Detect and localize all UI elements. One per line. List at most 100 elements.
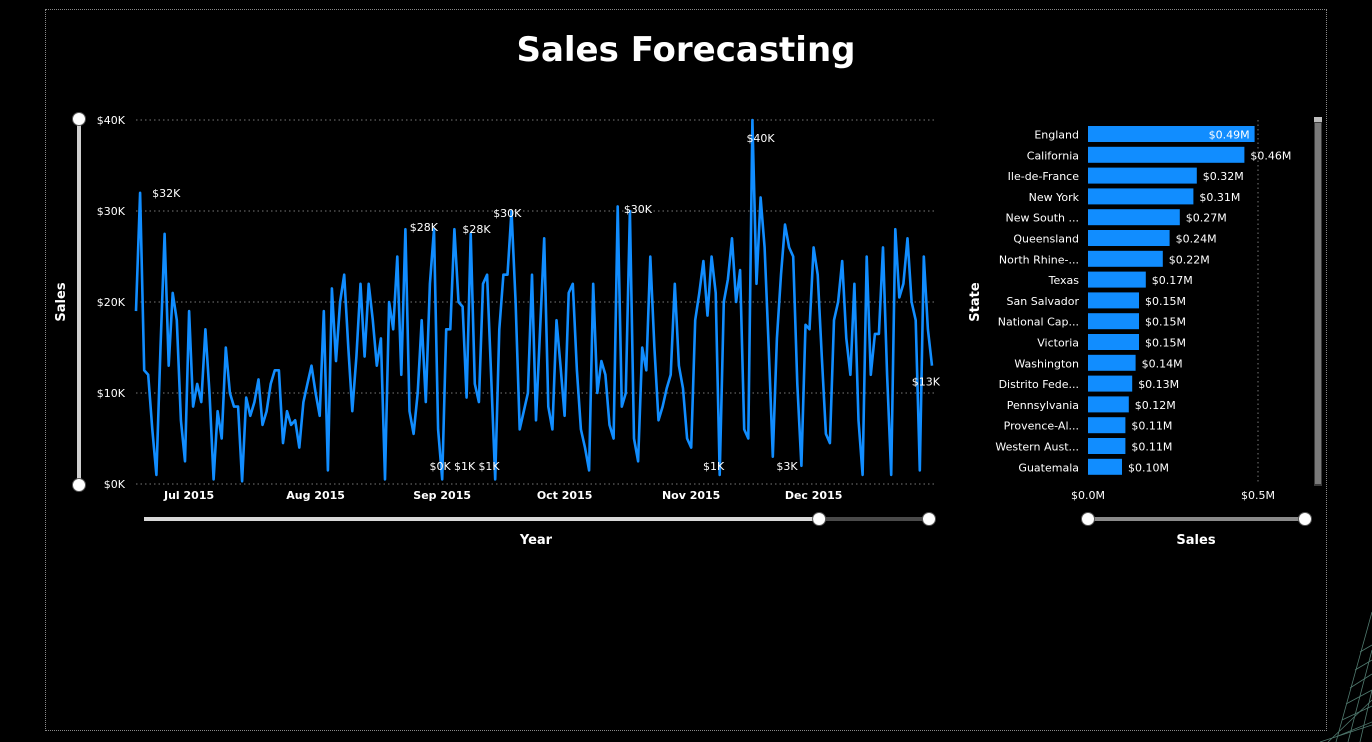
line-gridlines <box>136 119 935 485</box>
category-label: England <box>1034 129 1079 142</box>
bar[interactable] <box>1088 146 1245 163</box>
page-title: Sales Forecasting <box>516 30 856 70</box>
bar[interactable] <box>1088 438 1126 454</box>
bar-value-label: $0.32M <box>1203 170 1244 183</box>
bar[interactable] <box>1088 292 1139 309</box>
bar[interactable] <box>1088 354 1136 371</box>
x-tick-label: Nov 2015 <box>662 489 720 502</box>
y-slider-top-handle[interactable] <box>72 112 86 126</box>
line-data-label: $13K <box>912 376 941 389</box>
x-axis-title: Year <box>519 533 553 548</box>
bar-scrollbar[interactable] <box>1314 117 1322 486</box>
state-bar-chart: England $0.49M California $0.46M Ile-de-Fran… <box>968 117 1322 548</box>
line-data-label: $1K <box>703 460 725 473</box>
category-label: Washington <box>1014 357 1079 370</box>
bar-value-label: $0.15M <box>1145 295 1186 308</box>
bar-x-tick-label: $0.0M <box>1071 489 1105 502</box>
y-tick-label: $10K <box>97 387 126 400</box>
bar[interactable] <box>1088 126 1255 142</box>
x-slider-range <box>144 517 820 521</box>
line-data-label: $30K <box>493 207 522 220</box>
sales-line-chart: $0K $10K $20K $30K $40K Jul 2015 Aug 2015 Sep … <box>54 112 941 548</box>
y-range-slider[interactable] <box>72 112 86 492</box>
bar-marks: England $0.49M California $0.46M Ile-de-Fran… <box>995 126 1291 475</box>
line-data-label: $1K <box>478 460 500 473</box>
bar-slider-start-handle[interactable] <box>1081 512 1095 526</box>
category-label: Pennsylvania <box>1007 399 1079 412</box>
bar[interactable] <box>1088 188 1194 205</box>
bar-x-range-slider[interactable] <box>1081 512 1312 526</box>
line-data-label: $3K <box>776 460 798 473</box>
x-tick-label: Sep 2015 <box>413 489 471 502</box>
x-tick-label: Jul 2015 <box>163 489 214 502</box>
category-label: New York <box>1029 191 1080 204</box>
bar-value-label: $0.49M <box>1209 129 1250 142</box>
x-slider-start-handle[interactable] <box>812 512 827 526</box>
bar[interactable] <box>1088 375 1133 392</box>
bar-x-tick-label: $0.5M <box>1241 489 1275 502</box>
bar[interactable] <box>1088 417 1126 434</box>
bar-value-label: $0.13M <box>1138 378 1179 391</box>
line-data-label: $40K <box>746 132 775 145</box>
bar-slider-end-handle[interactable] <box>1298 512 1312 526</box>
bar[interactable] <box>1088 271 1146 288</box>
category-label: North Rhine-... <box>999 253 1079 266</box>
category-label: Texas <box>1048 274 1080 287</box>
category-label: New South ... <box>1006 212 1079 225</box>
line-data-label: $28K <box>410 221 439 234</box>
line-data-label: $30K <box>624 203 653 216</box>
bar-value-label: $0.31M <box>1199 191 1240 204</box>
line-y-axis: $0K $10K $20K $30K $40K <box>97 114 126 491</box>
category-label: Western Aust... <box>995 441 1079 454</box>
sales-line[interactable] <box>134 118 934 483</box>
y-tick-label: $0K <box>104 478 126 491</box>
x-range-slider[interactable] <box>144 512 936 526</box>
bar-value-label: $0.46M <box>1250 149 1291 162</box>
y-axis-title: Sales <box>54 282 69 321</box>
x-tick-label: Oct 2015 <box>537 489 593 502</box>
y-slider-bottom-handle[interactable] <box>72 478 86 492</box>
y-tick-label: $20K <box>97 296 126 309</box>
category-label: Distrito Fede... <box>999 378 1079 391</box>
category-label: National Cap... <box>998 316 1079 329</box>
category-label: California <box>1027 149 1079 162</box>
category-label: Victoria <box>1037 337 1079 350</box>
category-label: Ile-de-France <box>1008 170 1080 183</box>
scrollbar-thumb[interactable] <box>1315 123 1321 484</box>
line-x-axis: Jul 2015 Aug 2015 Sep 2015 Oct 2015 Nov 2015… <box>163 489 842 502</box>
corner-mesh-decoration <box>1319 611 1372 742</box>
line-data-label: $28K <box>462 223 491 236</box>
scrollbar-cap <box>1314 117 1322 122</box>
x-slider-end-handle[interactable] <box>922 512 936 526</box>
bar-value-label: $0.22M <box>1169 253 1210 266</box>
bar-value-label: $0.10M <box>1128 461 1169 474</box>
bar-value-label: $0.12M <box>1135 399 1176 412</box>
category-label: San Salvador <box>1007 295 1080 308</box>
y-tick-label: $30K <box>97 205 126 218</box>
bar[interactable] <box>1088 334 1139 350</box>
bar-value-label: $0.11M <box>1131 420 1172 433</box>
bar-value-label: $0.11M <box>1131 441 1172 454</box>
bar[interactable] <box>1088 167 1197 184</box>
line-data-labels: $32K$28K$0K$28K$1K $1K$30K $30K$1K$40K$3K$… <box>152 132 941 473</box>
y-tick-label: $40K <box>97 114 126 127</box>
line-data-label: $1K <box>454 460 476 473</box>
bar[interactable] <box>1088 209 1180 226</box>
line-data-label: $32K <box>152 187 181 200</box>
bar-x-axis: $0.0M $0.5M <box>1071 489 1275 502</box>
bar[interactable] <box>1088 313 1139 330</box>
line-data-label: $0K <box>429 460 451 473</box>
report-canvas <box>45 9 1327 731</box>
bar[interactable] <box>1088 230 1170 246</box>
sales-axis-title: Sales <box>1176 533 1215 548</box>
x-tick-label: Dec 2015 <box>785 489 843 502</box>
bar[interactable] <box>1088 396 1129 413</box>
bar-value-label: $0.24M <box>1176 233 1217 246</box>
category-label: Guatemala <box>1018 461 1079 474</box>
bar-slider-range <box>1088 517 1306 521</box>
bar[interactable] <box>1088 458 1122 475</box>
bar-value-label: $0.15M <box>1145 337 1186 350</box>
bar[interactable] <box>1088 250 1163 267</box>
category-label: Queensland <box>1013 233 1079 246</box>
